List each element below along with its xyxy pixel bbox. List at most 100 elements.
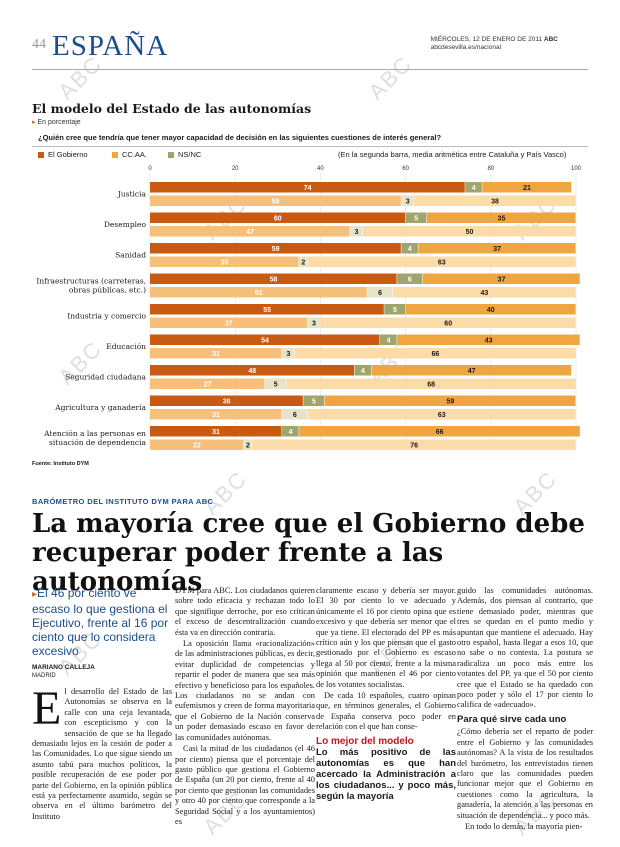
page-number: 44	[32, 37, 46, 52]
bar-national-segment	[426, 212, 576, 223]
data-label: 37	[493, 246, 501, 253]
data-label: 5	[312, 398, 316, 405]
page-date: MIÉRCOLES, 12 DE ENERO DE 2011 ABC abcde…	[431, 36, 558, 53]
bar-regional-segment	[282, 409, 308, 420]
category-label: Educación	[106, 342, 146, 351]
data-label: 5	[274, 381, 278, 388]
legend-label: NS/NC	[178, 150, 202, 159]
data-label: 27	[204, 381, 212, 388]
category-label: Seguridad ciudadana	[65, 373, 146, 382]
bar-national-segment	[405, 212, 427, 223]
data-label: 5	[393, 307, 397, 314]
data-label: 68	[427, 381, 435, 388]
bar-regional-segment	[243, 439, 252, 450]
data-label: 22	[193, 442, 201, 449]
article-headline: La mayoría cree que el Gobierno debe rec…	[32, 509, 585, 597]
body-paragraph: La oposición llama «racionalización» de …	[175, 639, 315, 742]
bar-national-segment	[299, 426, 580, 437]
bar-national-segment	[397, 334, 580, 345]
data-label: 43	[481, 290, 489, 297]
data-label: 37	[225, 320, 233, 327]
bar-national-segment	[150, 304, 384, 315]
bar-regional-segment	[265, 378, 286, 389]
site-url[interactable]: abcdesevilla.es/nacional	[430, 44, 502, 52]
category-label: Sanidad	[115, 251, 146, 260]
bar-national-segment	[150, 182, 465, 193]
data-label: 21	[523, 185, 531, 192]
bar-national-segment	[384, 304, 406, 315]
body-paragraph: De cada 10 españoles, cuatro opinan que,…	[316, 691, 456, 732]
sidebar-subtext: Lo más positivo de las autonomías es que…	[316, 747, 456, 803]
section-title: ESPAÑA	[52, 30, 169, 62]
bar-national-segment	[418, 243, 576, 254]
data-label: 35	[498, 215, 506, 222]
bar-regional-segment	[150, 317, 308, 328]
bar-regional-segment	[367, 287, 393, 298]
legend-label: CC.AA.	[122, 150, 148, 159]
bar-national-segment	[150, 273, 397, 284]
x-tick-label: 20	[232, 166, 239, 172]
bar-national-segment	[397, 273, 423, 284]
bar-regional-segment	[294, 348, 576, 359]
data-label: 4	[361, 368, 365, 375]
data-label: 6	[408, 276, 412, 283]
category-label: obras públicas, etc.)	[69, 286, 146, 295]
bar-national-segment	[150, 212, 406, 223]
data-label: 4	[408, 246, 412, 253]
legend-item-gobierno: El Gobierno	[38, 150, 88, 159]
bar-national-segment	[303, 395, 325, 406]
data-label: 66	[432, 351, 440, 358]
bar-national-segment	[380, 334, 397, 345]
bar-regional-segment	[282, 348, 295, 359]
data-label: 3	[312, 320, 316, 327]
data-label: 4	[387, 337, 391, 344]
byline-city: MADRID	[32, 673, 56, 679]
bar-national-segment	[422, 273, 580, 284]
standfirst-text: El 46 por ciento ve escaso lo que gestio…	[32, 586, 169, 658]
bar-regional-segment	[307, 317, 320, 328]
bar-national-segment	[401, 243, 418, 254]
data-label: 47	[246, 229, 254, 236]
data-label: 54	[261, 337, 269, 344]
bar-regional-segment	[150, 195, 401, 206]
body-paragraph: En todo lo demás, la mayoría pien-	[465, 821, 583, 831]
bar-regional-segment	[350, 226, 363, 237]
bar-regional-segment	[299, 256, 308, 267]
data-label: 31	[212, 429, 220, 436]
data-label: 59	[446, 398, 454, 405]
bar-regional-segment	[150, 439, 244, 450]
data-label: 74	[304, 185, 312, 192]
legend-item-ccaa: CC.AA.	[112, 150, 147, 159]
brand: ABC	[543, 36, 558, 43]
data-label: 35	[221, 259, 229, 266]
category-label: Atención a las personas en	[43, 429, 146, 438]
legend-note: (En la segunda barra, media aritmética e…	[338, 150, 567, 159]
bar-regional-segment	[401, 195, 414, 206]
body-paragraph: DYM para ABC. Los ciudadanos quieren sob…	[175, 586, 315, 637]
legend-swatch	[38, 151, 44, 158]
triangle-icon: ▸	[32, 119, 36, 126]
data-label: 55	[263, 307, 271, 314]
data-label: 66	[436, 429, 444, 436]
x-tick-label: 60	[402, 166, 409, 172]
section-subhead: Para qué sirve cada uno	[457, 713, 567, 725]
category-label: Desempleo	[104, 220, 146, 229]
x-tick-label: 100	[571, 166, 582, 172]
chart-source: Fuente: Instituto DYM	[32, 461, 89, 467]
bar-regional-segment	[307, 409, 576, 420]
bar-regional-segment	[150, 378, 265, 389]
chart-title: El modelo del Estado de las autonomías	[32, 101, 312, 116]
data-label: 6	[293, 412, 297, 419]
data-label: 59	[272, 246, 280, 253]
data-label: 31	[212, 412, 220, 419]
bar-regional-segment	[363, 226, 576, 237]
data-label: 31	[212, 351, 220, 358]
category-label: Infraestructuras (carreteras,	[36, 277, 146, 286]
x-tick-label: 80	[487, 166, 494, 172]
body-paragraph: ¿Cómo debería ser el reparto de poder en…	[457, 727, 593, 820]
data-label: 5	[414, 215, 418, 222]
bar-regional-segment	[150, 409, 282, 420]
data-label: 59	[272, 198, 280, 205]
bar-national-segment	[150, 334, 380, 345]
article-body-col3: claramente escaso y debería ser mayor. E…	[316, 586, 456, 806]
